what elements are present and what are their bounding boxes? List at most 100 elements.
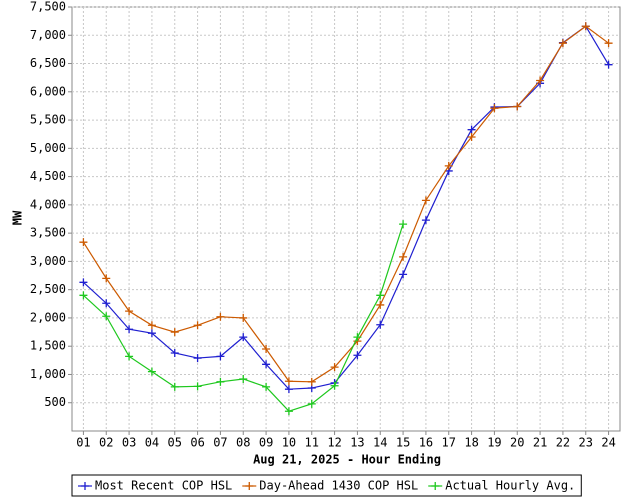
point-marker: [421, 196, 430, 205]
x-tick-label: 16: [419, 436, 433, 450]
point-marker: [170, 328, 179, 337]
x-tick-label: 09: [259, 436, 273, 450]
point-marker: [193, 354, 202, 363]
point-marker: [399, 252, 408, 261]
point-marker: [147, 321, 156, 330]
y-tick-label: 6,500: [30, 56, 66, 70]
x-tick-label: 22: [556, 436, 570, 450]
legend-marker: [245, 482, 254, 490]
y-tick-label: 4,000: [30, 197, 66, 211]
point-marker: [147, 329, 156, 338]
plot-area: [71, 6, 621, 432]
point-marker: [170, 348, 179, 357]
x-tick-label: 08: [236, 436, 250, 450]
x-tick-label: 19: [487, 436, 501, 450]
point-marker: [376, 320, 385, 329]
point-marker: [421, 216, 430, 225]
x-tick-label: 14: [373, 436, 387, 450]
y-tick-label: 5,000: [30, 141, 66, 155]
y-tick-label: 7,500: [30, 0, 66, 14]
point-marker: [399, 270, 408, 279]
point-marker: [79, 278, 88, 287]
point-marker: [353, 351, 362, 360]
x-tick-label: 02: [99, 436, 113, 450]
point-marker: [125, 325, 134, 334]
x-tick-label: 23: [579, 436, 593, 450]
point-marker: [193, 382, 202, 391]
y-axis-label: MW: [11, 210, 25, 225]
y-tick-label: 2,500: [30, 282, 66, 296]
x-tick-label: 10: [282, 436, 296, 450]
point-marker: [581, 22, 590, 31]
legend-marker: [81, 482, 89, 490]
point-marker: [79, 238, 88, 247]
legend: [71, 474, 582, 497]
point-marker: [239, 374, 248, 383]
x-tick-label: 05: [168, 436, 182, 450]
point-marker: [558, 39, 567, 48]
point-marker: [307, 399, 316, 408]
x-tick-label: 06: [190, 436, 204, 450]
x-tick-label: 01: [76, 436, 90, 450]
series-line: [82, 25, 609, 383]
point-marker: [239, 333, 248, 342]
x-tick-label: 11: [305, 436, 319, 450]
point-marker: [353, 333, 362, 342]
point-marker: [216, 352, 225, 361]
x-tick-label: 24: [601, 436, 615, 450]
point-marker: [536, 76, 545, 85]
point-marker: [513, 102, 522, 111]
y-tick-label: 1,500: [30, 339, 66, 353]
x-tick-label: 03: [122, 436, 136, 450]
point-marker: [216, 312, 225, 321]
point-marker: [262, 360, 271, 369]
x-axis-label: Aug 21, 2025 - Hour Ending: [253, 453, 441, 467]
point-marker: [307, 377, 316, 386]
point-marker: [444, 161, 453, 170]
y-tick-label: 7,000: [30, 28, 66, 42]
point-marker: [467, 125, 476, 134]
y-tick-label: 3,000: [30, 254, 66, 268]
y-tick-label: 4,500: [30, 169, 66, 183]
point-marker: [604, 39, 613, 48]
point-marker: [399, 220, 408, 229]
x-tick-label: 04: [145, 436, 159, 450]
y-tick-label: 1,000: [30, 367, 66, 381]
y-tick-label: 3,500: [30, 226, 66, 240]
x-tick-label: 17: [442, 436, 456, 450]
legend-label: Actual Hourly Avg.: [445, 479, 575, 493]
point-marker: [262, 345, 271, 354]
point-marker: [79, 291, 88, 300]
point-marker: [125, 352, 134, 361]
y-tick-label: 2,000: [30, 310, 66, 324]
legend-label: Most Recent COP HSL: [95, 479, 232, 493]
y-tick-label: 500: [44, 395, 66, 409]
point-marker: [376, 291, 385, 300]
x-tick-label: 21: [533, 436, 547, 450]
point-marker: [330, 363, 339, 372]
point-marker: [125, 307, 134, 316]
point-marker: [102, 312, 111, 321]
x-tick-label: 18: [464, 436, 478, 450]
point-marker: [284, 407, 293, 416]
point-marker: [467, 133, 476, 142]
point-marker: [284, 377, 293, 386]
point-marker: [376, 300, 385, 309]
x-tick-label: 12: [327, 436, 341, 450]
point-marker: [330, 381, 339, 390]
x-tick-label: 15: [396, 436, 410, 450]
y-tick-label: 5,500: [30, 113, 66, 127]
y-tick-label: 6,000: [30, 84, 66, 98]
point-marker: [102, 299, 111, 308]
point-marker: [170, 382, 179, 391]
point-marker: [262, 382, 271, 391]
legend-label: Day-Ahead 1430 COP HSL: [259, 479, 418, 493]
x-tick-label: 20: [510, 436, 524, 450]
point-marker: [284, 385, 293, 394]
point-marker: [102, 274, 111, 283]
x-tick-label: 13: [350, 436, 364, 450]
point-marker: [216, 377, 225, 386]
point-marker: [604, 60, 613, 69]
point-marker: [147, 367, 156, 376]
